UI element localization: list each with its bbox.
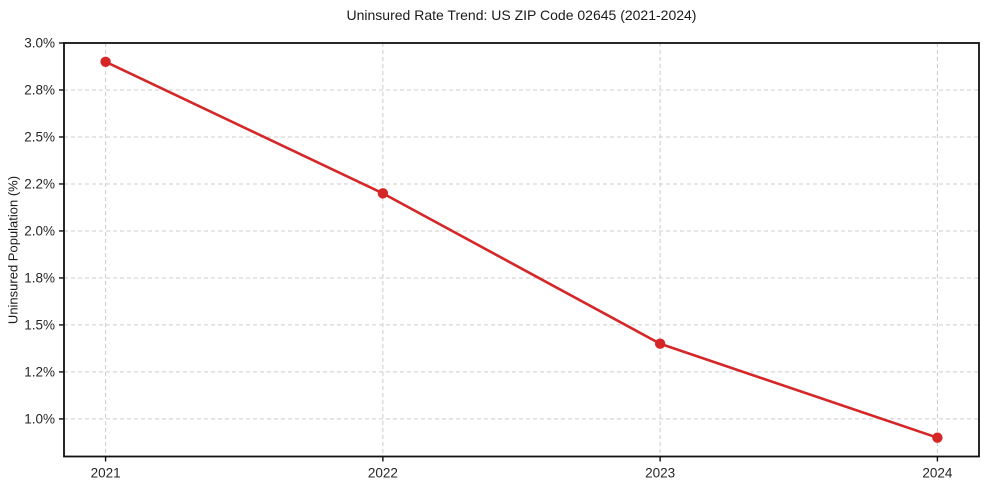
x-tick-label: 2022 <box>368 466 398 481</box>
y-tick-label: 3.0% <box>24 36 55 51</box>
y-tick-label: 2.2% <box>24 176 55 191</box>
data-point-marker <box>654 338 666 349</box>
data-point-marker <box>100 56 111 67</box>
x-tick-label: 2021 <box>91 466 121 481</box>
y-tick-label: 2.5% <box>24 129 55 144</box>
plot-border <box>63 42 980 458</box>
y-tick-label: 1.0% <box>24 411 55 426</box>
data-point-marker <box>932 432 943 443</box>
x-tick-label: 2024 <box>922 466 953 481</box>
chart-title: Uninsured Rate Trend: US ZIP Code 02645 … <box>346 7 697 23</box>
y-tick-label: 2.0% <box>24 223 55 238</box>
y-tick-label: 2.8% <box>24 82 55 97</box>
y-tick-label: 1.2% <box>24 364 55 379</box>
y-tick-label: 1.8% <box>24 270 55 285</box>
y-tick-label: 1.5% <box>24 317 55 332</box>
trend-line <box>104 60 939 440</box>
x-tick-label: 2023 <box>645 466 675 481</box>
data-point-marker <box>377 188 389 199</box>
